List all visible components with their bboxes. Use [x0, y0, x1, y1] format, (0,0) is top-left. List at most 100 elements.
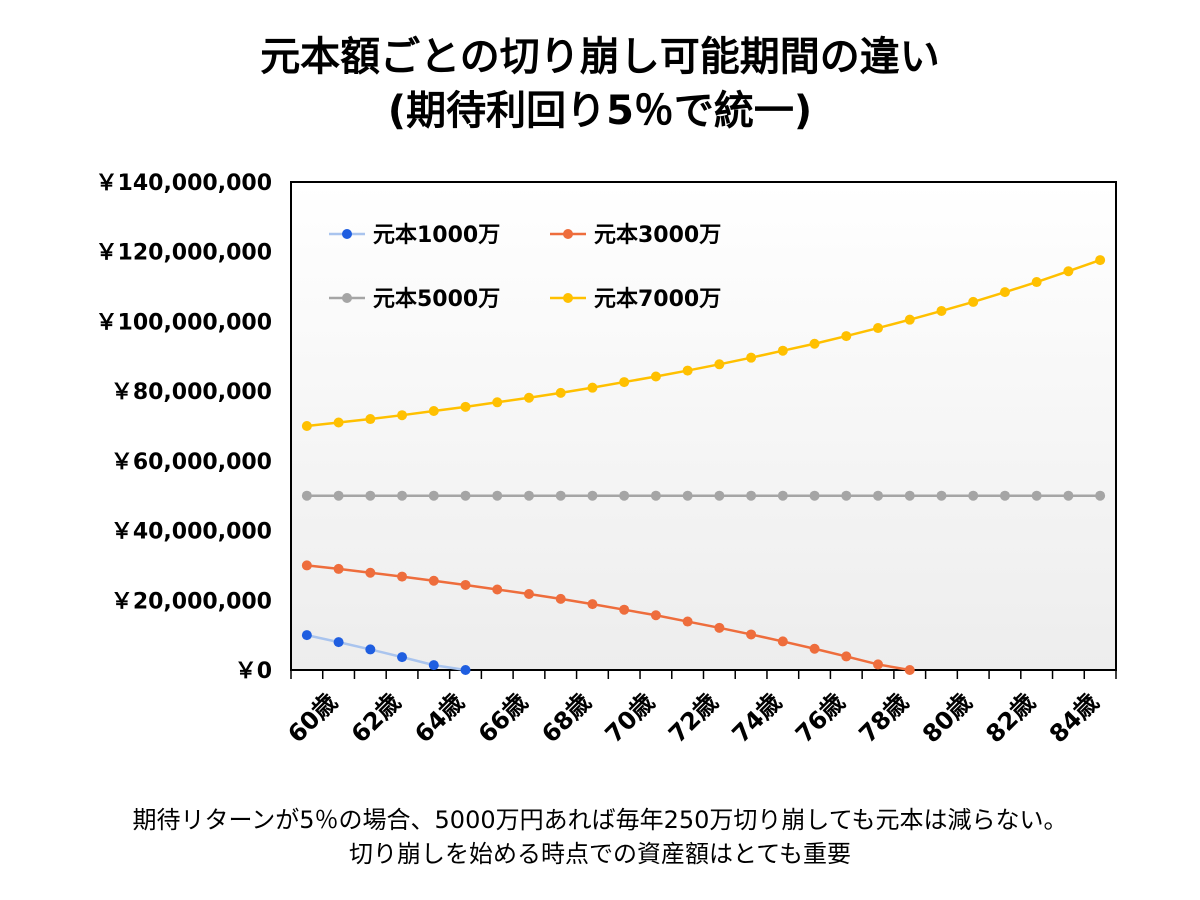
data-point [460, 579, 471, 590]
y-tick-label: ￥60,000,000 [111, 450, 272, 475]
data-point [682, 490, 693, 501]
data-point [873, 323, 884, 334]
x-tick-label: 84歳 [1044, 688, 1104, 748]
data-point [746, 629, 757, 640]
data-point [999, 287, 1010, 298]
y-tick-label: ￥140,000,000 [96, 171, 272, 196]
legend-swatch-marker [342, 229, 352, 239]
data-point [968, 296, 979, 307]
data-point [301, 421, 312, 431]
series-line [306, 633, 466, 672]
data-point [809, 338, 820, 349]
data-point [460, 401, 471, 412]
data-point [682, 365, 693, 376]
data-point [841, 651, 852, 662]
data-point [365, 490, 376, 501]
data-point [1063, 490, 1074, 501]
data-point [1031, 490, 1042, 501]
data-point [904, 665, 915, 675]
data-point [365, 414, 376, 425]
data-point [365, 644, 376, 655]
legend-label: 元本5000万 [373, 287, 500, 312]
data-point [523, 392, 534, 403]
data-point [841, 490, 852, 501]
caption-line-1: 期待リターンが5％の場合、5000万円あれば毎年250万切り崩しても元本は減らな… [132, 806, 1068, 834]
data-point [873, 659, 884, 670]
data-point [301, 560, 312, 571]
data-point [301, 490, 312, 501]
data-point [777, 345, 788, 356]
data-point [1095, 255, 1106, 266]
y-tick-label: ￥80,000,000 [111, 380, 272, 405]
data-point [460, 490, 471, 501]
data-point [587, 490, 598, 501]
legend-label: 元本7000万 [594, 287, 721, 312]
legend-swatch-marker [563, 293, 573, 303]
legend-entry: 元本7000万 [550, 287, 721, 312]
y-tick-label: ￥120,000,000 [96, 241, 272, 266]
series-4 [301, 255, 1106, 431]
y-tick-label: ￥40,000,000 [111, 520, 272, 545]
legend-entry: 元本5000万 [329, 287, 500, 312]
x-tick-label: 82歳 [981, 688, 1041, 748]
y-axis-ticks: ￥140,000,000 ￥120,000,000 ￥100,000,000 ￥80,… [96, 171, 272, 684]
data-point [492, 584, 503, 595]
data-point [555, 490, 566, 501]
legend-swatch-marker [563, 229, 573, 239]
x-tick-label: 78歳 [854, 688, 914, 748]
plot-area [290, 181, 1117, 671]
x-tick-label: 72歳 [663, 688, 723, 748]
chart-subtitle: (期待利回り5％で統一) [387, 88, 813, 134]
data-point [428, 490, 439, 501]
legend-entry: 元本3000万 [550, 223, 721, 248]
series-2 [301, 560, 915, 675]
x-tick-label: 62歳 [346, 688, 406, 748]
data-point [523, 490, 534, 501]
data-point [333, 637, 344, 648]
data-point [397, 571, 408, 582]
series-1 [301, 630, 471, 675]
chart-title-block: 元本額ごとの切り崩し可能期間の違い (期待利回り5％で統一) [0, 30, 1200, 138]
data-point [492, 490, 503, 501]
data-point [841, 331, 852, 342]
data-point [428, 406, 439, 417]
data-point [555, 387, 566, 398]
caption-line-2: 切り崩しを始める時点での資産額はとても重要 [348, 840, 852, 868]
data-point [555, 593, 566, 604]
legend-label: 元本3000万 [594, 223, 721, 248]
data-point [1031, 277, 1042, 288]
legend-label: 元本1000万 [373, 223, 500, 248]
legend-swatch-marker [342, 293, 352, 303]
data-point [650, 490, 661, 501]
data-point [873, 490, 884, 501]
data-point [428, 660, 439, 671]
x-tick-label: 80歳 [917, 688, 977, 748]
data-point [619, 604, 630, 615]
x-tick-label: 68歳 [536, 688, 596, 748]
data-point [936, 305, 947, 316]
data-point [492, 397, 503, 408]
chart-title: 元本額ごとの切り崩し可能期間の違い [260, 34, 940, 80]
data-point [365, 567, 376, 578]
data-point [428, 575, 439, 586]
data-point [619, 490, 630, 501]
data-point [587, 382, 598, 393]
x-tick-label: 60歳 [282, 688, 342, 748]
series-line [306, 258, 1101, 428]
data-point [333, 563, 344, 574]
data-point [904, 314, 915, 325]
data-point [682, 616, 693, 627]
data-point [619, 377, 630, 388]
data-point [936, 490, 947, 501]
data-point [523, 589, 534, 600]
data-point [968, 490, 979, 501]
data-point [333, 490, 344, 501]
x-tick-label: 70歳 [600, 688, 660, 748]
data-point [650, 371, 661, 382]
series-3 [301, 490, 1106, 501]
data-point [746, 352, 757, 363]
y-tick-label: ￥20,000,000 [111, 589, 272, 614]
x-tick-label: 74歳 [727, 688, 787, 748]
data-point [301, 630, 312, 641]
x-tick-label: 76歳 [790, 688, 850, 748]
